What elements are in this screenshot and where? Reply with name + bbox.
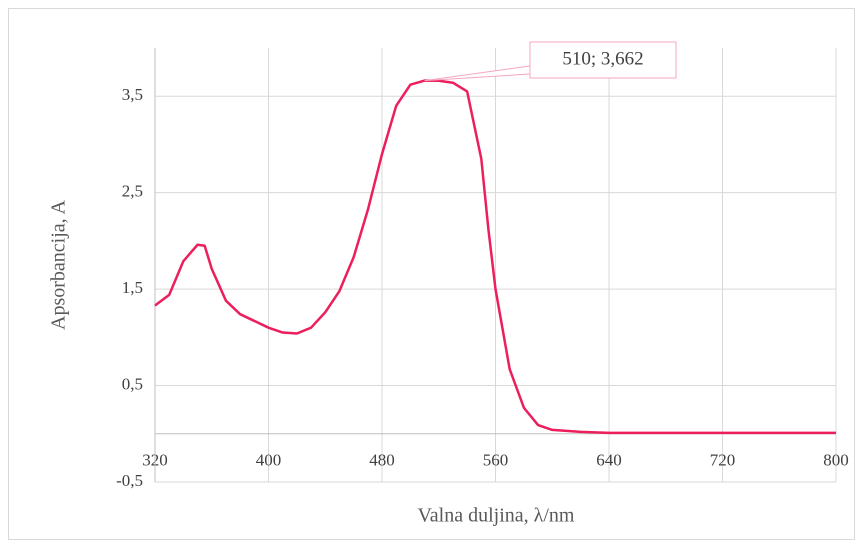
y-tick-label: -0,5 — [116, 471, 143, 490]
x-tick-label: 640 — [596, 451, 622, 470]
x-tick-label: 480 — [369, 451, 395, 470]
y-tick-label: 1,5 — [122, 278, 143, 297]
callout-label: 510; 3,662 — [562, 48, 643, 69]
callout-box — [529, 41, 677, 79]
x-tick-label: 560 — [483, 451, 509, 470]
y-axis-label: Apsorbancija, A — [48, 199, 70, 330]
x-tick-label: 720 — [710, 451, 736, 470]
chart-border — [8, 8, 855, 540]
x-tick-label: 400 — [256, 451, 282, 470]
x-tick-label: 800 — [823, 451, 849, 470]
data-line — [154, 79, 836, 435]
y-tick-label: 3,5 — [122, 85, 143, 104]
y-tick-label: 2,5 — [122, 182, 143, 201]
x-axis-label: Valna duljina, λ/nm — [418, 505, 575, 527]
y-tick-label: 0,5 — [122, 374, 143, 393]
